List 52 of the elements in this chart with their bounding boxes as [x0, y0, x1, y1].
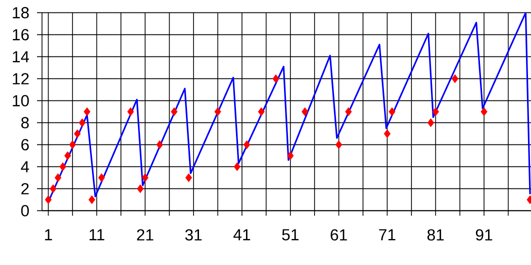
point: [452, 74, 458, 84]
point: [78, 118, 86, 128]
x-tick-label: 31: [185, 229, 202, 241]
point: [127, 107, 134, 116]
y-tick-label: 10: [12, 95, 29, 106]
y-tick-label: 0: [21, 205, 29, 216]
point: [427, 118, 434, 128]
point: [156, 140, 163, 150]
point: [388, 107, 396, 116]
point: [272, 74, 280, 84]
point: [234, 162, 240, 172]
point: [432, 107, 439, 116]
point: [54, 173, 62, 182]
y-tick-label: 16: [12, 29, 29, 40]
point: [50, 184, 56, 194]
x-tick-label: 91: [476, 229, 492, 241]
point: [345, 107, 352, 116]
y-tick-label: 18: [12, 7, 29, 18]
y-tick-label: 2: [21, 183, 29, 194]
point: [480, 107, 488, 116]
x-tick-label: 11: [90, 229, 104, 240]
point: [185, 173, 192, 182]
x-tick-label: 1: [45, 229, 52, 240]
point: [142, 173, 148, 182]
point: [74, 129, 81, 138]
point: [243, 140, 250, 150]
point: [214, 107, 222, 116]
point: [136, 184, 144, 194]
x-tick-label: 21: [137, 229, 154, 240]
point: [69, 140, 76, 150]
point: [287, 151, 294, 160]
point: [64, 151, 72, 160]
point: [84, 107, 90, 116]
y-tick-label: 12: [12, 73, 29, 84]
x-tick-label: 41: [233, 229, 250, 240]
point: [302, 107, 308, 116]
point: [335, 140, 342, 150]
x-tick-label: 71: [379, 229, 396, 240]
y-tick-label: 8: [21, 117, 29, 128]
point: [59, 162, 66, 172]
x-tick-label: 61: [330, 229, 347, 241]
y-tick-label: 6: [21, 139, 29, 150]
x-tick-label: 81: [427, 229, 444, 241]
point: [170, 107, 178, 116]
x-tick-label: 51: [282, 229, 299, 240]
point: [384, 129, 391, 138]
y-tick-label: 14: [12, 51, 30, 62]
point: [44, 195, 52, 204]
point: [98, 173, 105, 182]
y-tick-label: 4: [20, 161, 30, 172]
point: [88, 195, 96, 204]
point: [258, 107, 265, 116]
